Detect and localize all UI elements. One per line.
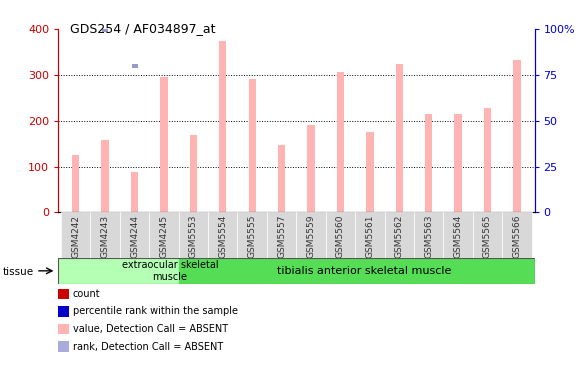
Text: GSM5554: GSM5554 <box>218 214 227 258</box>
FancyBboxPatch shape <box>238 212 267 258</box>
Text: GSM4245: GSM4245 <box>159 214 168 258</box>
FancyBboxPatch shape <box>208 212 238 258</box>
Bar <box>337 72 344 212</box>
Bar <box>219 41 227 212</box>
FancyBboxPatch shape <box>414 212 443 258</box>
Bar <box>278 145 285 212</box>
FancyBboxPatch shape <box>296 212 326 258</box>
Text: GSM4244: GSM4244 <box>130 214 139 258</box>
FancyBboxPatch shape <box>443 212 473 258</box>
Text: extraocular skeletal
muscle: extraocular skeletal muscle <box>121 260 218 282</box>
Bar <box>72 155 80 212</box>
Text: GSM5562: GSM5562 <box>394 214 404 258</box>
FancyBboxPatch shape <box>179 212 208 258</box>
Text: GDS254 / AF034897_at: GDS254 / AF034897_at <box>70 22 215 35</box>
Text: GSM5563: GSM5563 <box>424 214 433 258</box>
Text: GSM4242: GSM4242 <box>71 214 80 258</box>
Bar <box>179 258 546 284</box>
Text: count: count <box>73 289 101 299</box>
Text: GSM5557: GSM5557 <box>277 214 286 258</box>
Bar <box>131 172 138 212</box>
Bar <box>366 132 374 212</box>
Bar <box>454 114 462 212</box>
Text: GSM5559: GSM5559 <box>307 214 315 258</box>
FancyBboxPatch shape <box>355 212 385 258</box>
Bar <box>102 140 109 212</box>
FancyBboxPatch shape <box>61 212 91 258</box>
Bar <box>190 135 197 212</box>
Text: GSM5564: GSM5564 <box>454 214 462 258</box>
FancyBboxPatch shape <box>502 212 532 258</box>
Bar <box>102 27 108 31</box>
FancyBboxPatch shape <box>149 212 179 258</box>
Text: GSM5565: GSM5565 <box>483 214 492 258</box>
FancyBboxPatch shape <box>91 212 120 258</box>
Text: GSM5561: GSM5561 <box>365 214 374 258</box>
Text: tibialis anterior skeletal muscle: tibialis anterior skeletal muscle <box>277 266 451 276</box>
Bar <box>396 64 403 212</box>
Bar <box>307 125 315 212</box>
Bar <box>249 79 256 212</box>
Bar <box>58 258 179 284</box>
Bar <box>484 108 491 212</box>
Text: tissue: tissue <box>3 266 34 277</box>
FancyBboxPatch shape <box>385 212 414 258</box>
Text: GSM5560: GSM5560 <box>336 214 345 258</box>
Text: value, Detection Call = ABSENT: value, Detection Call = ABSENT <box>73 324 228 334</box>
Bar <box>160 77 168 212</box>
Text: GSM4243: GSM4243 <box>101 214 110 258</box>
Text: rank, Detection Call = ABSENT: rank, Detection Call = ABSENT <box>73 341 223 352</box>
FancyBboxPatch shape <box>473 212 502 258</box>
FancyBboxPatch shape <box>326 212 355 258</box>
FancyBboxPatch shape <box>120 212 149 258</box>
Text: percentile rank within the sample: percentile rank within the sample <box>73 306 238 317</box>
FancyBboxPatch shape <box>267 212 296 258</box>
Text: GSM5566: GSM5566 <box>512 214 521 258</box>
Text: GSM5553: GSM5553 <box>189 214 198 258</box>
Bar <box>132 64 138 68</box>
Bar <box>425 114 432 212</box>
Text: GSM5555: GSM5555 <box>248 214 257 258</box>
Bar <box>513 60 521 212</box>
